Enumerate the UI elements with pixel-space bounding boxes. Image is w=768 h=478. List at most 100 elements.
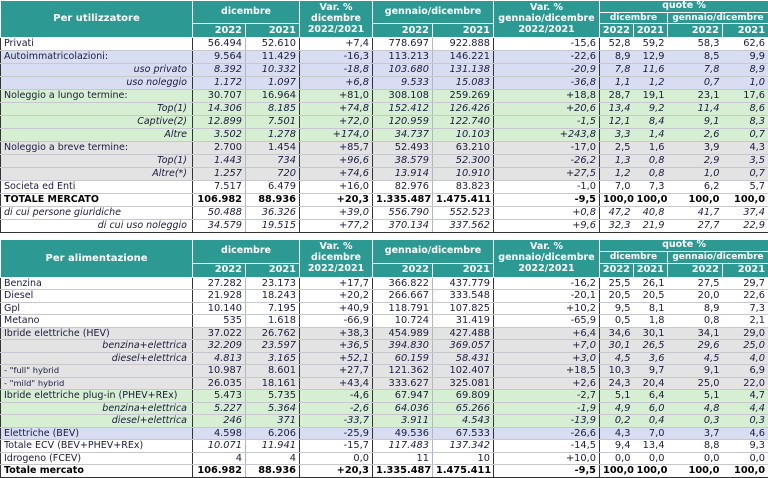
cell-q-gd-2021: 0,7 — [723, 129, 768, 142]
cell-gd-2022: 9.533 — [373, 77, 433, 90]
cell-q-dic-2021: 19,1 — [634, 90, 668, 103]
cell-gd-2022: 1.335.487 — [373, 194, 433, 207]
cell-q-gd-2021: 100,0 — [723, 465, 768, 478]
cell-q-gd-2022: 100,0 — [668, 194, 723, 207]
cell-dic-2021: 3.165 — [246, 352, 300, 365]
cell-q-dic-2021: 20,4 — [634, 377, 668, 390]
cell-gd-2021: 58.431 — [433, 352, 494, 365]
cell-var-gd: +7,0 — [494, 340, 600, 353]
row-label: Noleggio a lungo termine: — [1, 90, 193, 103]
col-var-dicembre: Var. % dicembre 2022/2021 — [300, 240, 373, 277]
col-var-gennaio-dicembre: Var. % gennaio/dicembre 2022/2021 — [494, 1, 600, 38]
cell-var-dic: -2,6 — [300, 402, 373, 415]
cell-q-dic-2021: 100,0 — [634, 194, 668, 207]
row-label: uso noleggio — [1, 77, 193, 90]
cell-q-gd-2021: 62,6 — [723, 38, 768, 51]
cell-dic-2021: 19.515 — [246, 220, 300, 233]
row-label: - "full" hybrid — [1, 365, 193, 378]
cell-q-dic-2022: 20,5 — [600, 290, 634, 303]
cell-q-dic-2021: 40,8 — [634, 207, 668, 220]
cell-q-dic-2021: 26,1 — [634, 277, 668, 290]
cell-gd-2022: 13.914 — [373, 168, 433, 181]
cell-gd-2021: 15.083 — [433, 77, 494, 90]
row-label: uso privato — [1, 64, 193, 77]
cell-q-gd-2021: 37,4 — [723, 207, 768, 220]
cell-q-dic-2021: 9,7 — [634, 365, 668, 378]
cell-dic-2021: 4 — [246, 452, 300, 465]
cell-var-dic: -15,7 — [300, 440, 373, 453]
cell-dic-2022: 30.707 — [193, 90, 246, 103]
cell-q-gd-2021: 0,7 — [723, 168, 768, 181]
cell-q-dic-2022: 47,2 — [600, 207, 634, 220]
cell-q-gd-2021: 8,6 — [723, 103, 768, 116]
cell-q-dic-2021: 20,5 — [634, 290, 668, 303]
cell-var-dic: -4,6 — [300, 390, 373, 403]
row-label: di cui persone giuridiche — [1, 207, 193, 220]
cell-var-gd: -13,9 — [494, 415, 600, 428]
cell-dic-2022: 27.282 — [193, 277, 246, 290]
row-label: Elettriche (BEV) — [1, 427, 193, 440]
cell-q-dic-2021: 0,0 — [634, 452, 668, 465]
cell-var-gd: +18,5 — [494, 365, 600, 378]
cell-var-gd: -26,2 — [494, 155, 600, 168]
cell-q-dic-2021: 1,8 — [634, 315, 668, 328]
cell-gd-2022: 394.830 — [373, 340, 433, 353]
cell-var-dic: +74,6 — [300, 168, 373, 181]
cell-gd-2022: 52.493 — [373, 142, 433, 155]
cell-var-gd: -16,2 — [494, 277, 600, 290]
cell-q-gd-2021: 7,3 — [723, 302, 768, 315]
row-label: Gpl — [1, 302, 193, 315]
cell-gd-2022: 60.159 — [373, 352, 433, 365]
cell-dic-2021: 6.479 — [246, 181, 300, 194]
cell-gd-2022: 118.791 — [373, 302, 433, 315]
cell-gd-2022: 778.697 — [373, 38, 433, 51]
cell-q-gd-2021: 4,6 — [723, 427, 768, 440]
cell-dic-2021: 7.195 — [246, 302, 300, 315]
cell-q-dic-2022: 32,3 — [600, 220, 634, 233]
cell-gd-2021: 437.779 — [433, 277, 494, 290]
cell-dic-2021: 16.964 — [246, 90, 300, 103]
cell-q-gd-2022: 0,8 — [668, 315, 723, 328]
cell-var-gd: -1,5 — [494, 116, 600, 129]
row-label: Privati — [1, 38, 193, 51]
cell-q-dic-2021: 1,2 — [634, 77, 668, 90]
row-label: Altre — [1, 129, 193, 142]
row-label: Top(1) — [1, 155, 193, 168]
cell-q-dic-2021: 30,1 — [634, 327, 668, 340]
cell-q-dic-2022: 100,0 — [600, 194, 634, 207]
cell-var-dic: +16,0 — [300, 181, 373, 194]
cell-q-dic-2022: 1,1 — [600, 77, 634, 90]
col-year-gd-2021: 2021 — [433, 263, 494, 277]
table-header: Per alimentazione dicembre Var. % dicemb… — [1, 240, 768, 277]
cell-var-gd: -36,8 — [494, 77, 600, 90]
cell-q-gd-2022: 9,1 — [668, 116, 723, 129]
cell-gd-2021: 126.426 — [433, 103, 494, 116]
cell-q-gd-2022: 2,9 — [668, 155, 723, 168]
cell-gd-2022: 3.911 — [373, 415, 433, 428]
cell-q-gd-2021: 6,9 — [723, 365, 768, 378]
cell-q-gd-2021: 3,5 — [723, 155, 768, 168]
col-year-qgd-2022: 2022 — [668, 24, 723, 38]
cell-dic-2022: 9.564 — [193, 51, 246, 64]
cell-q-dic-2022: 5,1 — [600, 390, 634, 403]
cell-gd-2022: 152.412 — [373, 103, 433, 116]
cell-q-gd-2021: 22,0 — [723, 377, 768, 390]
cell-gd-2022: 333.627 — [373, 377, 433, 390]
cell-dic-2021: 11.429 — [246, 51, 300, 64]
cell-q-gd-2022: 25,0 — [668, 377, 723, 390]
cell-dic-2021: 1.097 — [246, 77, 300, 90]
cell-q-gd-2021: 100,0 — [723, 194, 768, 207]
col-group-quote: quote % — [600, 240, 768, 252]
cell-var-dic: +77,2 — [300, 220, 373, 233]
cell-q-gd-2022: 7,8 — [668, 64, 723, 77]
cell-dic-2022: 4.598 — [193, 427, 246, 440]
